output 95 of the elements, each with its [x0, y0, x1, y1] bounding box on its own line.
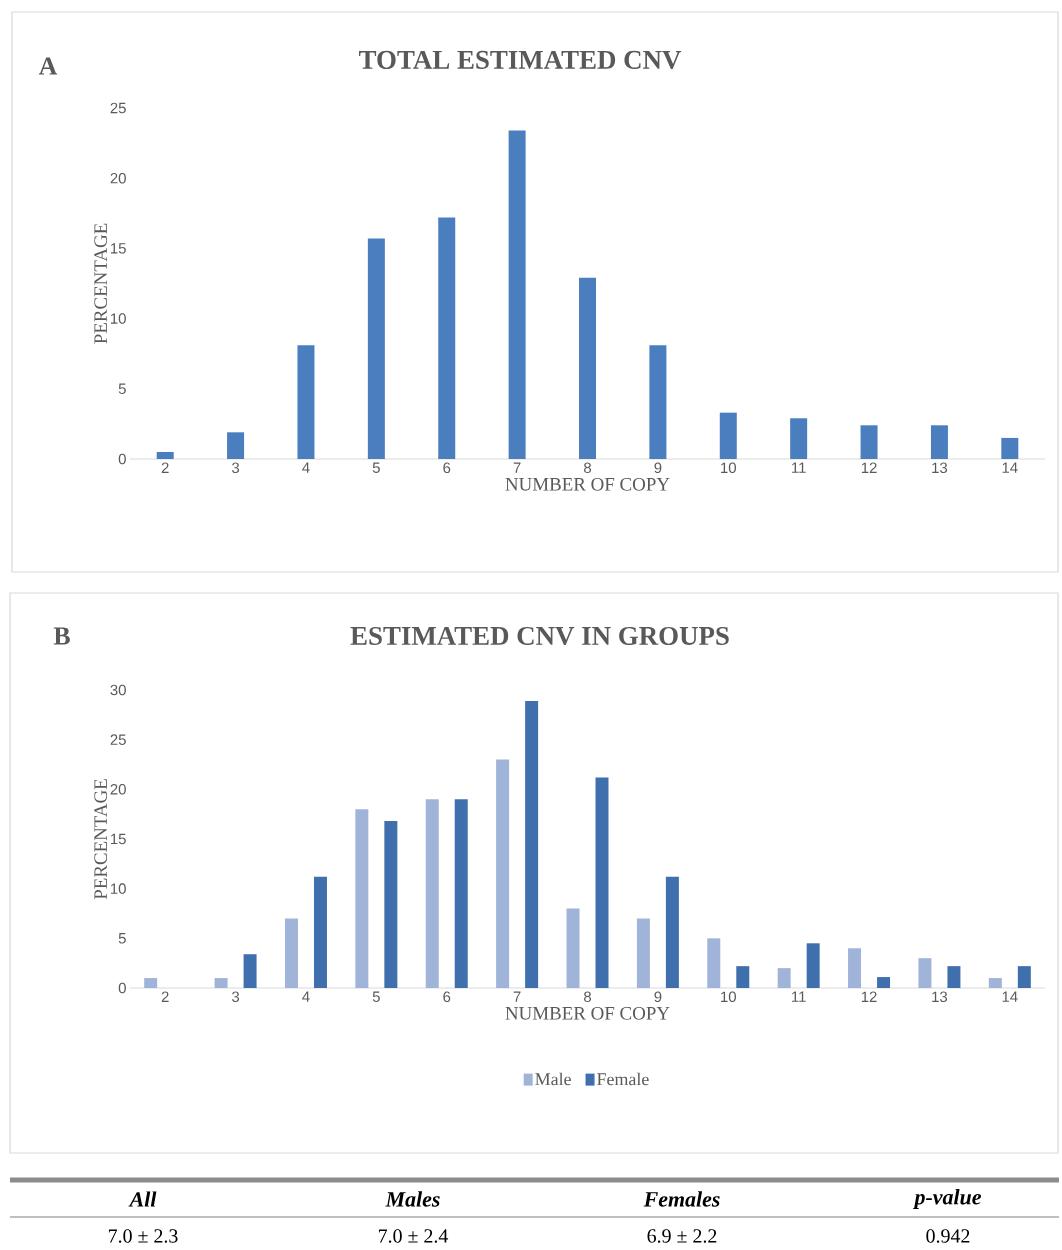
bar — [790, 418, 808, 459]
chart-title: TOTAL ESTIMATED CNV — [359, 50, 682, 70]
bar — [566, 908, 580, 988]
bar — [989, 978, 1003, 988]
y-tick-label: 15 — [111, 833, 127, 845]
x-tick-label: 5 — [373, 991, 381, 1002]
bar — [877, 977, 891, 988]
bar — [243, 954, 257, 988]
y-tick-label: 30 — [110, 684, 127, 696]
x-tick-label: 12 — [862, 462, 877, 473]
legend-label: Female — [597, 1072, 649, 1086]
x-tick-label: 3 — [232, 991, 240, 1003]
bar — [454, 799, 468, 988]
y-tick-label: 20 — [110, 784, 127, 795]
bar — [425, 799, 439, 988]
text: 7.0 ± 2.3 — [109, 1229, 178, 1243]
x-tick-label: 11 — [792, 991, 806, 1002]
x-axis-title: NUMBER OF COPY — [505, 1006, 670, 1020]
bar — [438, 217, 456, 459]
bar — [918, 958, 932, 988]
bar — [649, 345, 667, 459]
bar — [860, 425, 878, 459]
x-tick-label: 9 — [654, 462, 662, 474]
bar — [848, 948, 862, 988]
bar — [214, 978, 228, 988]
bar — [355, 809, 369, 988]
text: B — [54, 627, 71, 645]
x-tick-label: 13 — [932, 991, 948, 1003]
x-tick-label: 2 — [162, 462, 169, 473]
text: Females — [643, 1191, 720, 1207]
x-tick-label: 5 — [373, 462, 381, 473]
bar — [368, 238, 386, 459]
chart-title: ESTIMATED CNV IN GROUPS — [350, 626, 730, 646]
x-tick-label: 6 — [443, 462, 451, 474]
x-tick-label: 14 — [1002, 462, 1018, 473]
bar — [508, 130, 526, 459]
bar — [595, 777, 609, 988]
bar — [579, 277, 597, 459]
x-tick-label: 8 — [584, 991, 592, 1003]
bar — [736, 966, 750, 988]
x-tick-label: 4 — [302, 991, 310, 1002]
bar — [285, 918, 299, 988]
y-tick-label: 5 — [119, 933, 127, 944]
bar — [496, 759, 510, 988]
y-tick-label: 5 — [119, 383, 127, 394]
text: All — [128, 1191, 157, 1207]
bar — [777, 968, 791, 988]
y-tick-label: 25 — [110, 102, 127, 114]
bar — [931, 425, 949, 459]
y-tick-label: 15 — [111, 243, 127, 254]
y-tick-label: 10 — [111, 883, 127, 894]
bar — [297, 345, 315, 459]
y-tick-label: 10 — [111, 313, 127, 324]
bar — [1018, 966, 1032, 988]
x-tick-label: 13 — [932, 462, 948, 474]
x-tick-label: 12 — [862, 991, 877, 1002]
x-tick-label: 14 — [1002, 991, 1018, 1002]
bar — [806, 943, 820, 988]
bar — [525, 700, 539, 988]
bar — [227, 432, 245, 459]
bar — [947, 966, 961, 988]
x-tick-label: 2 — [162, 991, 169, 1002]
x-tick-label: 4 — [302, 462, 310, 473]
text: A — [39, 57, 58, 75]
y-axis-title: PERCENTAGE — [94, 779, 108, 900]
x-tick-label: 10 — [721, 991, 737, 1003]
x-tick-label: 9 — [654, 991, 662, 1003]
bar — [144, 978, 158, 988]
x-tick-label: 7 — [513, 462, 521, 473]
text: 7.0 ± 2.4 — [379, 1229, 449, 1243]
bar — [156, 451, 174, 459]
text: p-value — [913, 1189, 982, 1209]
x-tick-label: 7 — [513, 991, 521, 1002]
text: 6.9 ± 2.2 — [647, 1229, 717, 1243]
bar — [1001, 437, 1019, 459]
bar — [666, 876, 680, 988]
bar — [384, 821, 398, 988]
x-tick-label: 11 — [792, 462, 806, 473]
bar — [637, 918, 651, 988]
x-axis-title: NUMBER OF COPY — [505, 477, 670, 491]
y-tick-label: 0 — [119, 982, 127, 994]
x-tick-label: 6 — [443, 991, 451, 1003]
x-tick-label: 8 — [584, 462, 592, 474]
text: Males — [385, 1191, 440, 1207]
y-tick-label: 25 — [110, 734, 127, 745]
bar — [720, 412, 738, 459]
legend-label: Male — [535, 1072, 572, 1086]
y-tick-label: 20 — [110, 172, 127, 184]
y-tick-label: 0 — [119, 453, 127, 465]
x-tick-label: 3 — [232, 462, 240, 474]
text: 0.942 — [926, 1229, 970, 1243]
y-axis-title: PERCENTAGE — [94, 223, 108, 344]
bar — [314, 876, 328, 988]
bar — [707, 938, 721, 988]
x-tick-label: 10 — [721, 462, 737, 474]
